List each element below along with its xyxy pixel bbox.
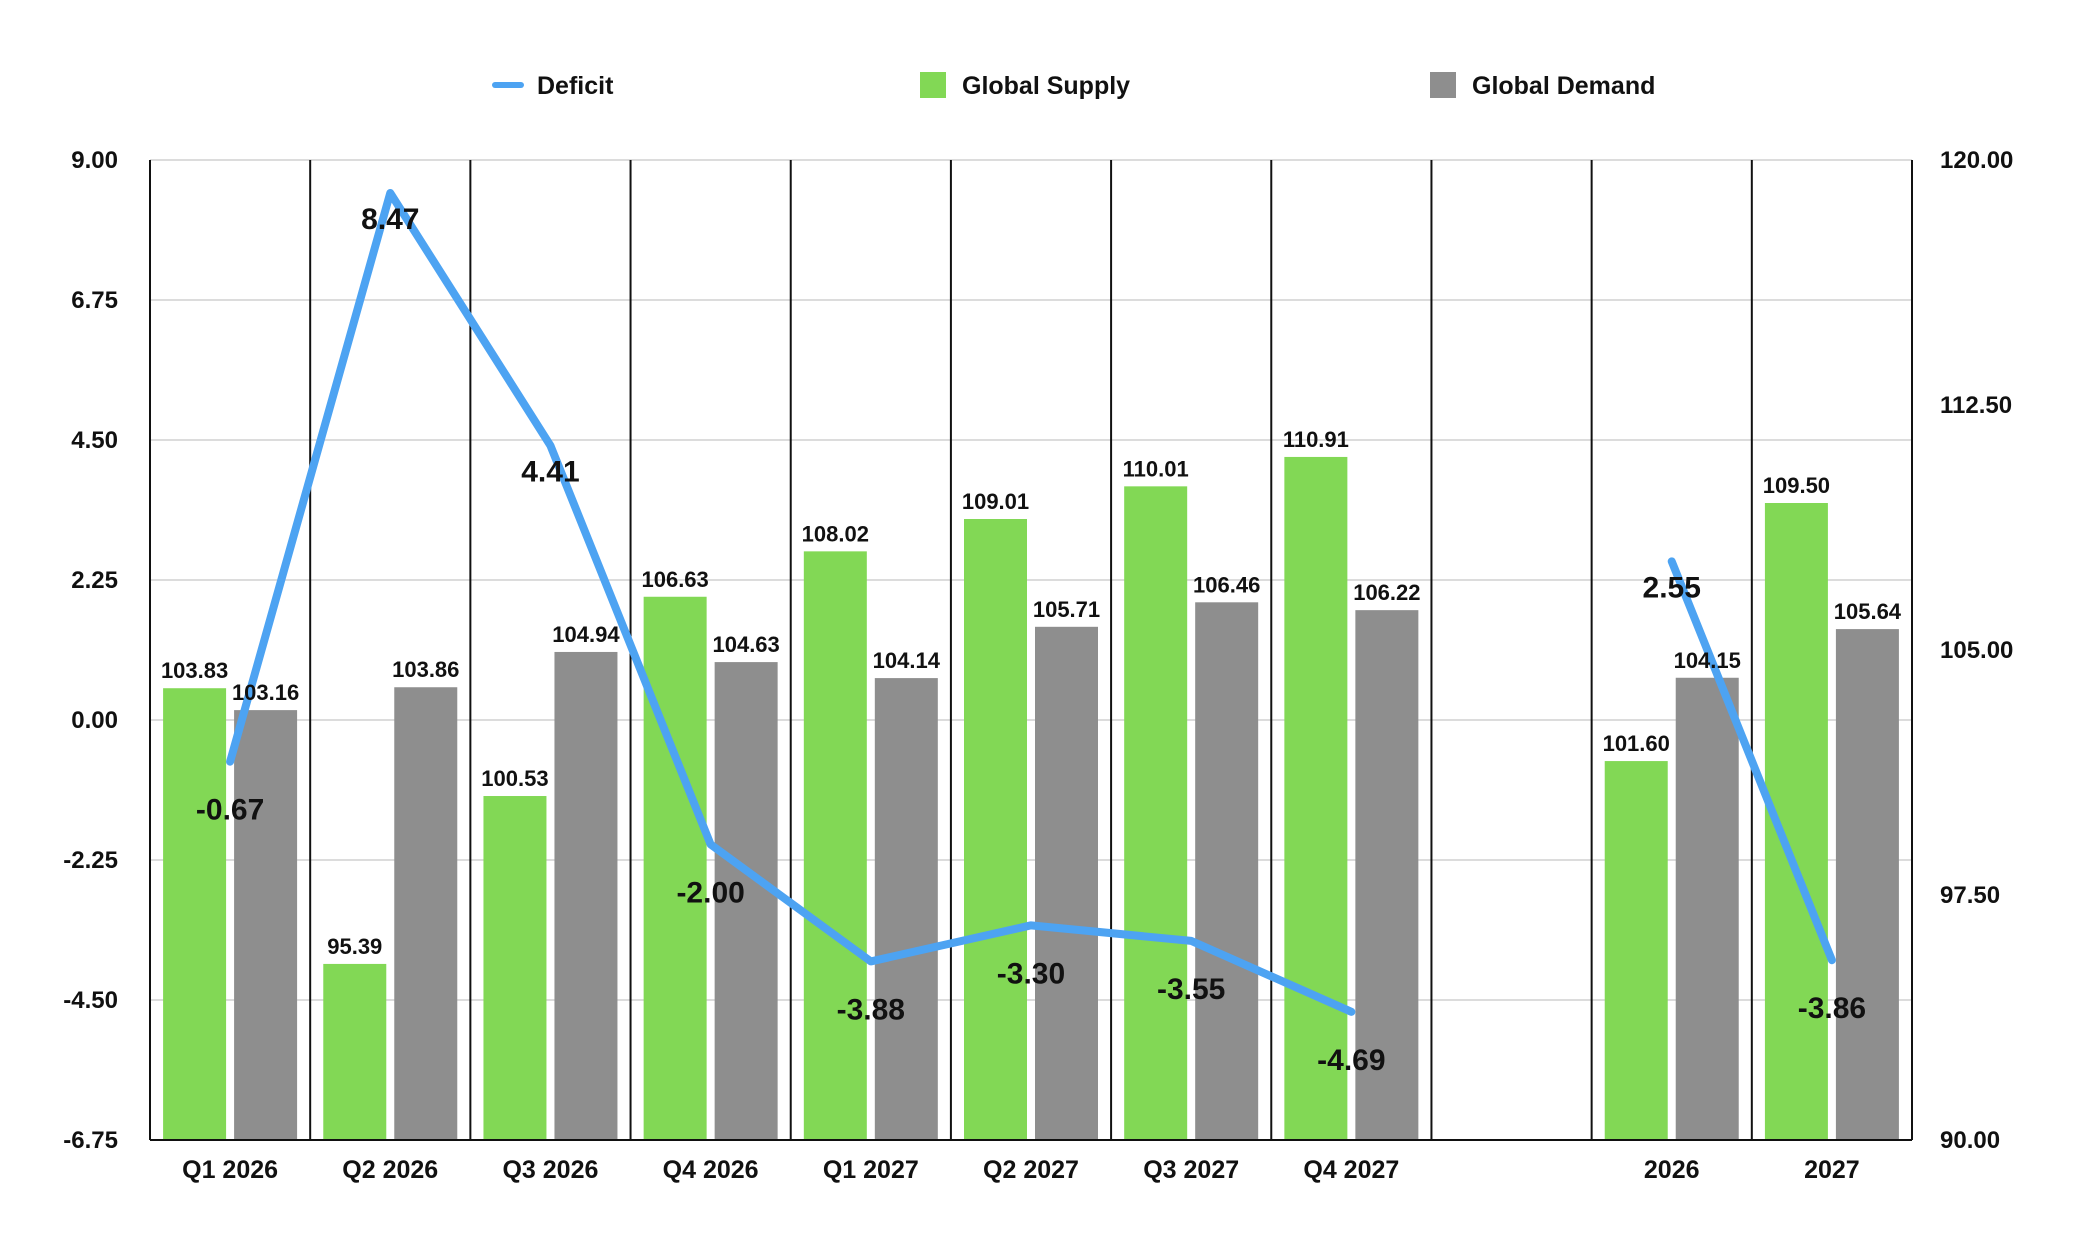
y-left-tick-label: 2.25 — [71, 567, 118, 594]
axes: Q1 2026 Q2 2026 Q3 2026 Q4 2026 Q1 2027 Q2 20… — [63, 147, 2013, 1184]
demand-bar — [234, 710, 298, 1140]
deficit-point-label: -3.55 — [1157, 973, 1225, 1006]
x-tick-label: 2026 — [1644, 1156, 1700, 1184]
demand-bar-label: 104.63 — [712, 632, 779, 657]
supply-bar-label: 110.01 — [1123, 456, 1189, 481]
legend-swatch-box — [1430, 72, 1456, 98]
demand-bar — [874, 678, 938, 1140]
x-tick-label: Q2 2027 — [983, 1156, 1079, 1184]
supply-bar-label: 109.01 — [962, 489, 1029, 514]
deficit-point-label: -0.67 — [196, 794, 264, 827]
demand-bar-label: 104.94 — [552, 622, 620, 647]
legend: Deficit Global Supply Global Demand — [492, 72, 1655, 100]
supply-bar-label: 101.60 — [1603, 731, 1670, 756]
x-tick-label: Q4 2026 — [663, 1156, 759, 1184]
y-left-tick-label: -4.50 — [63, 987, 118, 1014]
demand-bar-label: 103.16 — [232, 680, 299, 705]
supply-bar — [483, 796, 547, 1140]
deficit-point-label: -4.69 — [1317, 1044, 1385, 1077]
y-left-tick-label: 9.00 — [71, 147, 118, 174]
supply-bar-label: 100.53 — [481, 766, 548, 791]
deficit-line — [1667, 557, 1836, 965]
x-tick-label: Q3 2026 — [502, 1156, 598, 1184]
deficit-point-label: 8.47 — [361, 203, 419, 236]
demand-bar — [554, 651, 618, 1140]
demand-bar — [1675, 677, 1739, 1140]
demand-bar — [714, 662, 778, 1140]
deficit-point-label: -3.30 — [997, 957, 1065, 990]
x-tick-label: Q1 2027 — [823, 1156, 919, 1184]
x-tick-label: Q1 2026 — [182, 1156, 278, 1184]
supply-bar-label: 103.83 — [161, 658, 228, 683]
deficit-point-label: 4.41 — [521, 456, 579, 489]
x-tick-label: Q2 2026 — [342, 1156, 438, 1184]
legend-label: Deficit — [537, 72, 614, 100]
y-right-tick-label: 120.00 — [1940, 147, 2013, 174]
supply-bar — [323, 963, 387, 1140]
demand-bar — [1835, 629, 1899, 1140]
legend-label: Global Demand — [1472, 72, 1655, 100]
y-left-tick-label: -2.25 — [63, 847, 118, 874]
x-tick-label: 2027 — [1804, 1156, 1860, 1184]
deficit-point-label: 2.55 — [1643, 571, 1701, 604]
demand-bar-label: 104.15 — [1674, 648, 1741, 673]
legend-item: Global Supply — [920, 72, 1130, 100]
deficit-point-label: -2.00 — [676, 876, 744, 909]
legend-item: Global Demand — [1430, 72, 1655, 100]
y-left-tick-label: -6.75 — [63, 1127, 118, 1154]
demand-bar-label: 106.22 — [1353, 580, 1420, 605]
bars — [163, 456, 1899, 1141]
supply-bar — [803, 551, 867, 1140]
demand-bar-label: 105.71 — [1033, 597, 1100, 622]
demand-bar-label: 106.46 — [1193, 572, 1260, 597]
demand-bar-label: 103.86 — [392, 657, 459, 682]
supply-bar-label: 110.91 — [1283, 427, 1349, 452]
supply-bar — [1124, 486, 1188, 1141]
y-right-tick-label: 112.50 — [1940, 392, 2012, 419]
y-right-tick-label: 97.50 — [1940, 882, 2000, 909]
deficit-line-layer — [226, 188, 1836, 1016]
supply-bar — [1604, 761, 1668, 1140]
supply-bar — [163, 688, 227, 1140]
legend-label: Global Supply — [962, 72, 1130, 100]
supply-bar — [964, 519, 1027, 1140]
deficit-point-label: -3.88 — [837, 993, 905, 1026]
y-left-tick-label: 4.50 — [71, 427, 118, 454]
y-right-tick-label: 105.00 — [1940, 637, 2013, 664]
deficit-line — [226, 188, 1356, 1016]
supply-bar-label: 106.63 — [641, 567, 708, 592]
demand-bar-label: 105.64 — [1834, 599, 1902, 624]
supply-bar-label: 95.39 — [327, 934, 382, 959]
supply-bar-label: 109.50 — [1763, 473, 1830, 498]
y-right-tick-label: 90.00 — [1940, 1127, 2000, 1154]
supply-bar — [643, 596, 707, 1140]
demand-bar — [1355, 610, 1419, 1140]
legend-item: Deficit — [492, 72, 614, 100]
deficit-point-label: -3.86 — [1798, 992, 1866, 1025]
demand-bar-label: 104.14 — [873, 648, 941, 673]
x-tick-label: Q3 2027 — [1143, 1156, 1239, 1184]
x-tick-label: Q4 2027 — [1303, 1156, 1399, 1184]
y-left-tick-label: 0.00 — [71, 707, 118, 734]
demand-bar — [1035, 626, 1098, 1140]
supply-bar — [1284, 456, 1348, 1140]
legend-swatch-box — [920, 72, 946, 98]
supply-bar-label: 108.02 — [802, 521, 869, 546]
y-left-tick-label: 6.75 — [71, 287, 118, 314]
demand-bar — [394, 687, 458, 1140]
demand-bar — [1195, 602, 1259, 1140]
